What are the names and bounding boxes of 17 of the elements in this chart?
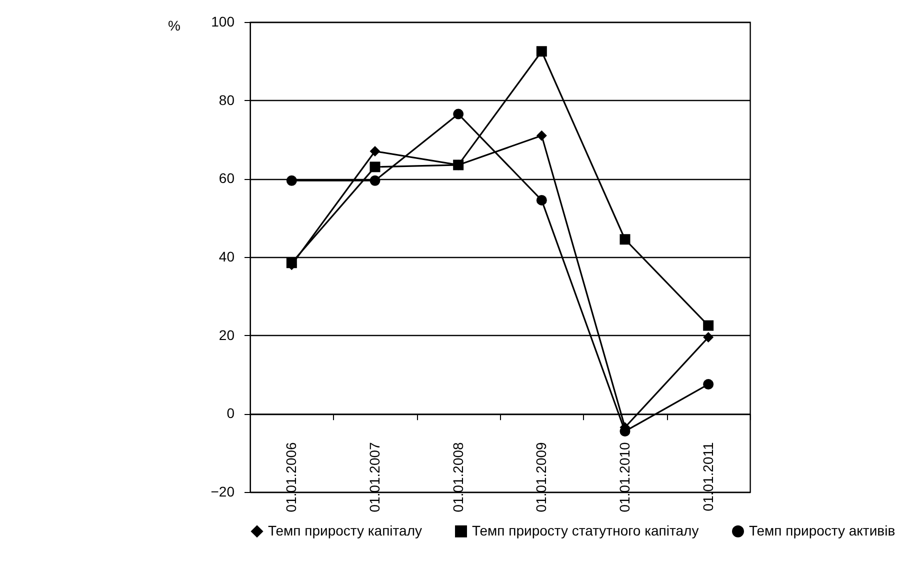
x-tick-label: 01.01.2006 bbox=[283, 442, 300, 512]
legend-label: Темп приросту капіталу bbox=[268, 522, 422, 538]
y-tick-label: 40 bbox=[218, 248, 235, 264]
x-tick-label: 01.01.2010 bbox=[616, 442, 632, 512]
y-tick-label: 20 bbox=[218, 326, 235, 343]
x-tick-label: 01.01.2009 bbox=[533, 442, 550, 512]
legend-label: Темп приросту активів bbox=[749, 522, 896, 538]
y-tick-label: −20 bbox=[210, 484, 235, 500]
y-tick-label: 0 bbox=[226, 405, 235, 422]
y-axis-title: % bbox=[168, 18, 180, 34]
y-tick-label: 100 bbox=[211, 14, 235, 30]
y-tick-label: 80 bbox=[218, 92, 235, 108]
legend-label: Темп приросту статутного капіталу bbox=[472, 522, 699, 538]
x-tick-label: 01.01.2008 bbox=[450, 442, 466, 512]
x-tick-label: 01.01.2007 bbox=[366, 442, 382, 512]
x-tick-label: 01.01.2011 bbox=[700, 442, 716, 512]
y-tick-label: 60 bbox=[218, 170, 235, 186]
